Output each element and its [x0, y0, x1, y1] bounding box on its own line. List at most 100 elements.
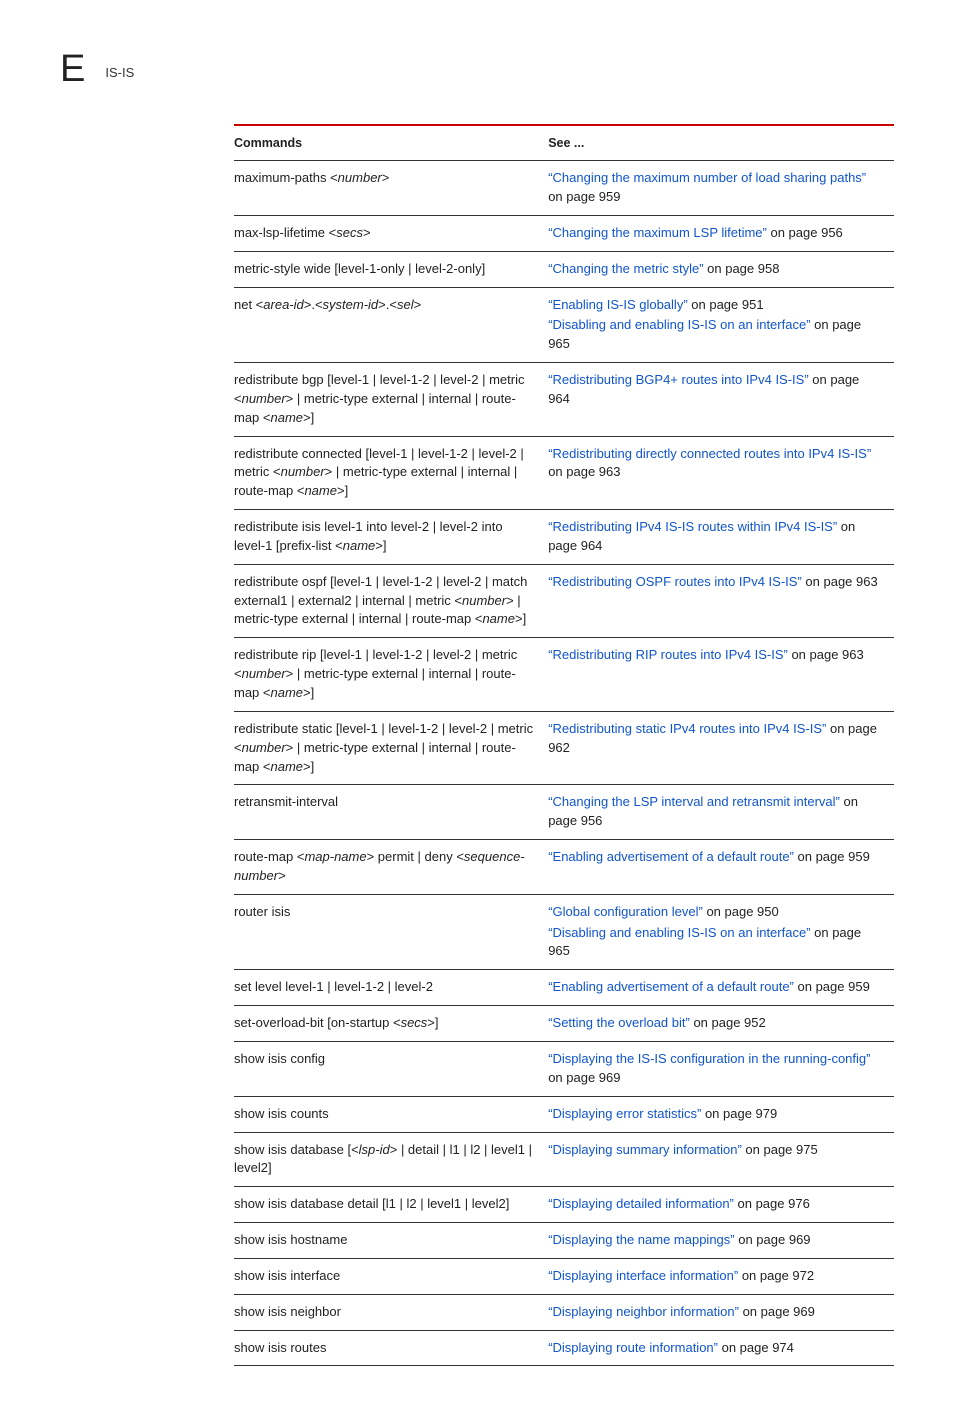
- cross-ref-link[interactable]: “Displaying neighbor information”: [548, 1304, 739, 1319]
- cross-ref-link[interactable]: “Disabling and enabling IS-IS on an inte…: [548, 317, 810, 332]
- cmd-param: number: [242, 391, 286, 406]
- table-row: set level level-1 | level-1-2 | level-2“…: [234, 970, 894, 1006]
- see-line: “Disabling and enabling IS-IS on an inte…: [548, 924, 882, 962]
- cmd-param: name: [271, 410, 304, 425]
- table-row: router isis “Global configuration level” …: [234, 894, 894, 970]
- cross-ref-link[interactable]: “Displaying detailed information”: [548, 1196, 734, 1211]
- cmd-param: name: [271, 685, 304, 700]
- cross-ref-link[interactable]: “Setting the overload bit”: [548, 1015, 690, 1030]
- see-cell: “Displaying route information” on page 9…: [548, 1330, 894, 1366]
- cmd-param: secs: [401, 1015, 428, 1030]
- cross-ref-link[interactable]: “Changing the maximum number of load sha…: [548, 170, 866, 185]
- see-cell: “Changing the LSP interval and retransmi…: [548, 785, 894, 840]
- cross-ref-link[interactable]: “Enabling IS-IS globally”: [548, 297, 687, 312]
- table-row: show isis interface “Displaying interface…: [234, 1258, 894, 1294]
- see-cell: “Setting the overload bit” on page 952: [548, 1006, 894, 1042]
- cmd-param: sel: [397, 297, 414, 312]
- cmd-text: >]: [427, 1015, 438, 1030]
- page-ref-text: on page 969: [739, 1304, 815, 1319]
- cross-ref-link[interactable]: “Displaying the IS-IS configuration in t…: [548, 1051, 870, 1066]
- cross-ref-link[interactable]: “Redistributing IPv4 IS-IS routes within…: [548, 519, 837, 534]
- see-cell: “Displaying summary information” on page…: [548, 1132, 894, 1187]
- see-cell: “Enabling IS-IS globally” on page 951 “Di…: [548, 287, 894, 363]
- see-cell: “Redistributing OSPF routes into IPv4 IS…: [548, 564, 894, 638]
- see-cell: “Displaying error statistics” on page 97…: [548, 1096, 894, 1132]
- command-cell: metric-style wide [level-1-only | level-…: [234, 251, 548, 287]
- cross-ref-link[interactable]: “Redistributing RIP routes into IPv4 IS-…: [548, 647, 788, 662]
- cross-ref-link[interactable]: “Enabling advertisement of a default rou…: [548, 979, 794, 994]
- cross-ref-link[interactable]: “Changing the metric style”: [548, 261, 703, 276]
- table-row: redistribute ospf [level-1 | level-1-2 |…: [234, 564, 894, 638]
- cmd-text: show isis hostname: [234, 1232, 347, 1247]
- table-row: show isis routes“Displaying route inform…: [234, 1330, 894, 1366]
- command-cell: redistribute bgp [level-1 | level-1-2 | …: [234, 363, 548, 437]
- see-line: “Setting the overload bit” on page 952: [548, 1014, 882, 1033]
- command-cell: show isis database detail [l1 | l2 | lev…: [234, 1187, 548, 1223]
- command-cell: redistribute rip [level-1 | level-1-2 | …: [234, 638, 548, 712]
- cmd-text: >: [363, 225, 371, 240]
- cross-ref-link[interactable]: “Disabling and enabling IS-IS on an inte…: [548, 925, 810, 940]
- cmd-text: >]: [375, 538, 386, 553]
- see-line: “Enabling IS-IS globally” on page 951: [548, 296, 882, 315]
- cmd-param: lsp-id: [359, 1142, 390, 1157]
- cross-ref-link[interactable]: “Displaying summary information”: [548, 1142, 742, 1157]
- cmd-text: show isis config: [234, 1051, 325, 1066]
- cmd-text: > permit | deny <: [367, 849, 464, 864]
- see-line: “Redistributing OSPF routes into IPv4 IS…: [548, 573, 882, 592]
- command-cell: router isis: [234, 894, 548, 970]
- see-line: “Displaying the IS-IS configuration in t…: [548, 1050, 882, 1088]
- cross-ref-link[interactable]: “Changing the LSP interval and retransmi…: [548, 794, 840, 809]
- see-line: “Changing the maximum number of load sha…: [548, 169, 882, 207]
- see-cell: “Displaying detailed information” on pag…: [548, 1187, 894, 1223]
- cmd-text: >.<: [378, 297, 397, 312]
- see-line: “Displaying the name mappings” on page 9…: [548, 1231, 882, 1250]
- command-cell: show isis routes: [234, 1330, 548, 1366]
- cmd-param: number: [462, 593, 506, 608]
- cmd-param: name: [482, 611, 515, 626]
- cross-ref-link[interactable]: “Global configuration level”: [548, 904, 703, 919]
- see-cell: “Changing the maximum LSP lifetime” on p…: [548, 215, 894, 251]
- cross-ref-link[interactable]: “Changing the maximum LSP lifetime”: [548, 225, 767, 240]
- see-line: “Displaying detailed information” on pag…: [548, 1195, 882, 1214]
- cross-ref-link[interactable]: “Redistributing static IPv4 routes into …: [548, 721, 826, 736]
- command-cell: show isis config: [234, 1041, 548, 1096]
- table-row: max-lsp-lifetime <secs>“Changing the max…: [234, 215, 894, 251]
- see-cell: “Redistributing RIP routes into IPv4 IS-…: [548, 638, 894, 712]
- page-ref-text: on page 976: [734, 1196, 810, 1211]
- page-ref-text: on page 969: [548, 1070, 620, 1085]
- cmd-text: show isis interface: [234, 1268, 340, 1283]
- cross-ref-link[interactable]: “Displaying error statistics”: [548, 1106, 701, 1121]
- cross-ref-link[interactable]: “Displaying route information”: [548, 1340, 718, 1355]
- command-cell: set level level-1 | level-1-2 | level-2: [234, 970, 548, 1006]
- cmd-param: number: [242, 666, 286, 681]
- table-row: redistribute bgp [level-1 | level-1-2 | …: [234, 363, 894, 437]
- page-ref-text: on page 963: [802, 574, 878, 589]
- cmd-text: >]: [337, 483, 348, 498]
- cmd-text: >: [382, 170, 390, 185]
- cmd-text: >]: [303, 759, 314, 774]
- see-cell: “Displaying neighbor information” on pag…: [548, 1294, 894, 1330]
- table-row: show isis counts“Displaying error statis…: [234, 1096, 894, 1132]
- cross-ref-link[interactable]: “Redistributing OSPF routes into IPv4 IS…: [548, 574, 802, 589]
- page-ref-text: on page 952: [690, 1015, 766, 1030]
- see-line: “Global configuration level” on page 950: [548, 903, 882, 922]
- cross-ref-link[interactable]: “Displaying the name mappings”: [548, 1232, 734, 1247]
- cross-ref-link[interactable]: “Redistributing directly connected route…: [548, 446, 871, 461]
- command-cell: redistribute isis level-1 into level-2 |…: [234, 510, 548, 565]
- cmd-text: router isis: [234, 904, 290, 919]
- command-cell: show isis interface: [234, 1258, 548, 1294]
- command-cell: maximum-paths <number>: [234, 161, 548, 216]
- see-cell: “Enabling advertisement of a default rou…: [548, 840, 894, 895]
- cross-ref-link[interactable]: “Redistributing BGP4+ routes into IPv4 I…: [548, 372, 808, 387]
- see-cell: “Redistributing static IPv4 routes into …: [548, 711, 894, 785]
- cmd-param: name: [304, 483, 337, 498]
- table-row: set-overload-bit [on-startup <secs>]“Set…: [234, 1006, 894, 1042]
- cross-ref-link[interactable]: “Enabling advertisement of a default rou…: [548, 849, 794, 864]
- see-line: “Displaying error statistics” on page 97…: [548, 1105, 882, 1124]
- table-row: retransmit-interval“Changing the LSP int…: [234, 785, 894, 840]
- cmd-text: max-lsp-lifetime <: [234, 225, 336, 240]
- table-row: show isis hostname “Displaying the name m…: [234, 1223, 894, 1259]
- cross-ref-link[interactable]: “Displaying interface information”: [548, 1268, 738, 1283]
- cmd-text: net <: [234, 297, 263, 312]
- see-line: “Displaying neighbor information” on pag…: [548, 1303, 882, 1322]
